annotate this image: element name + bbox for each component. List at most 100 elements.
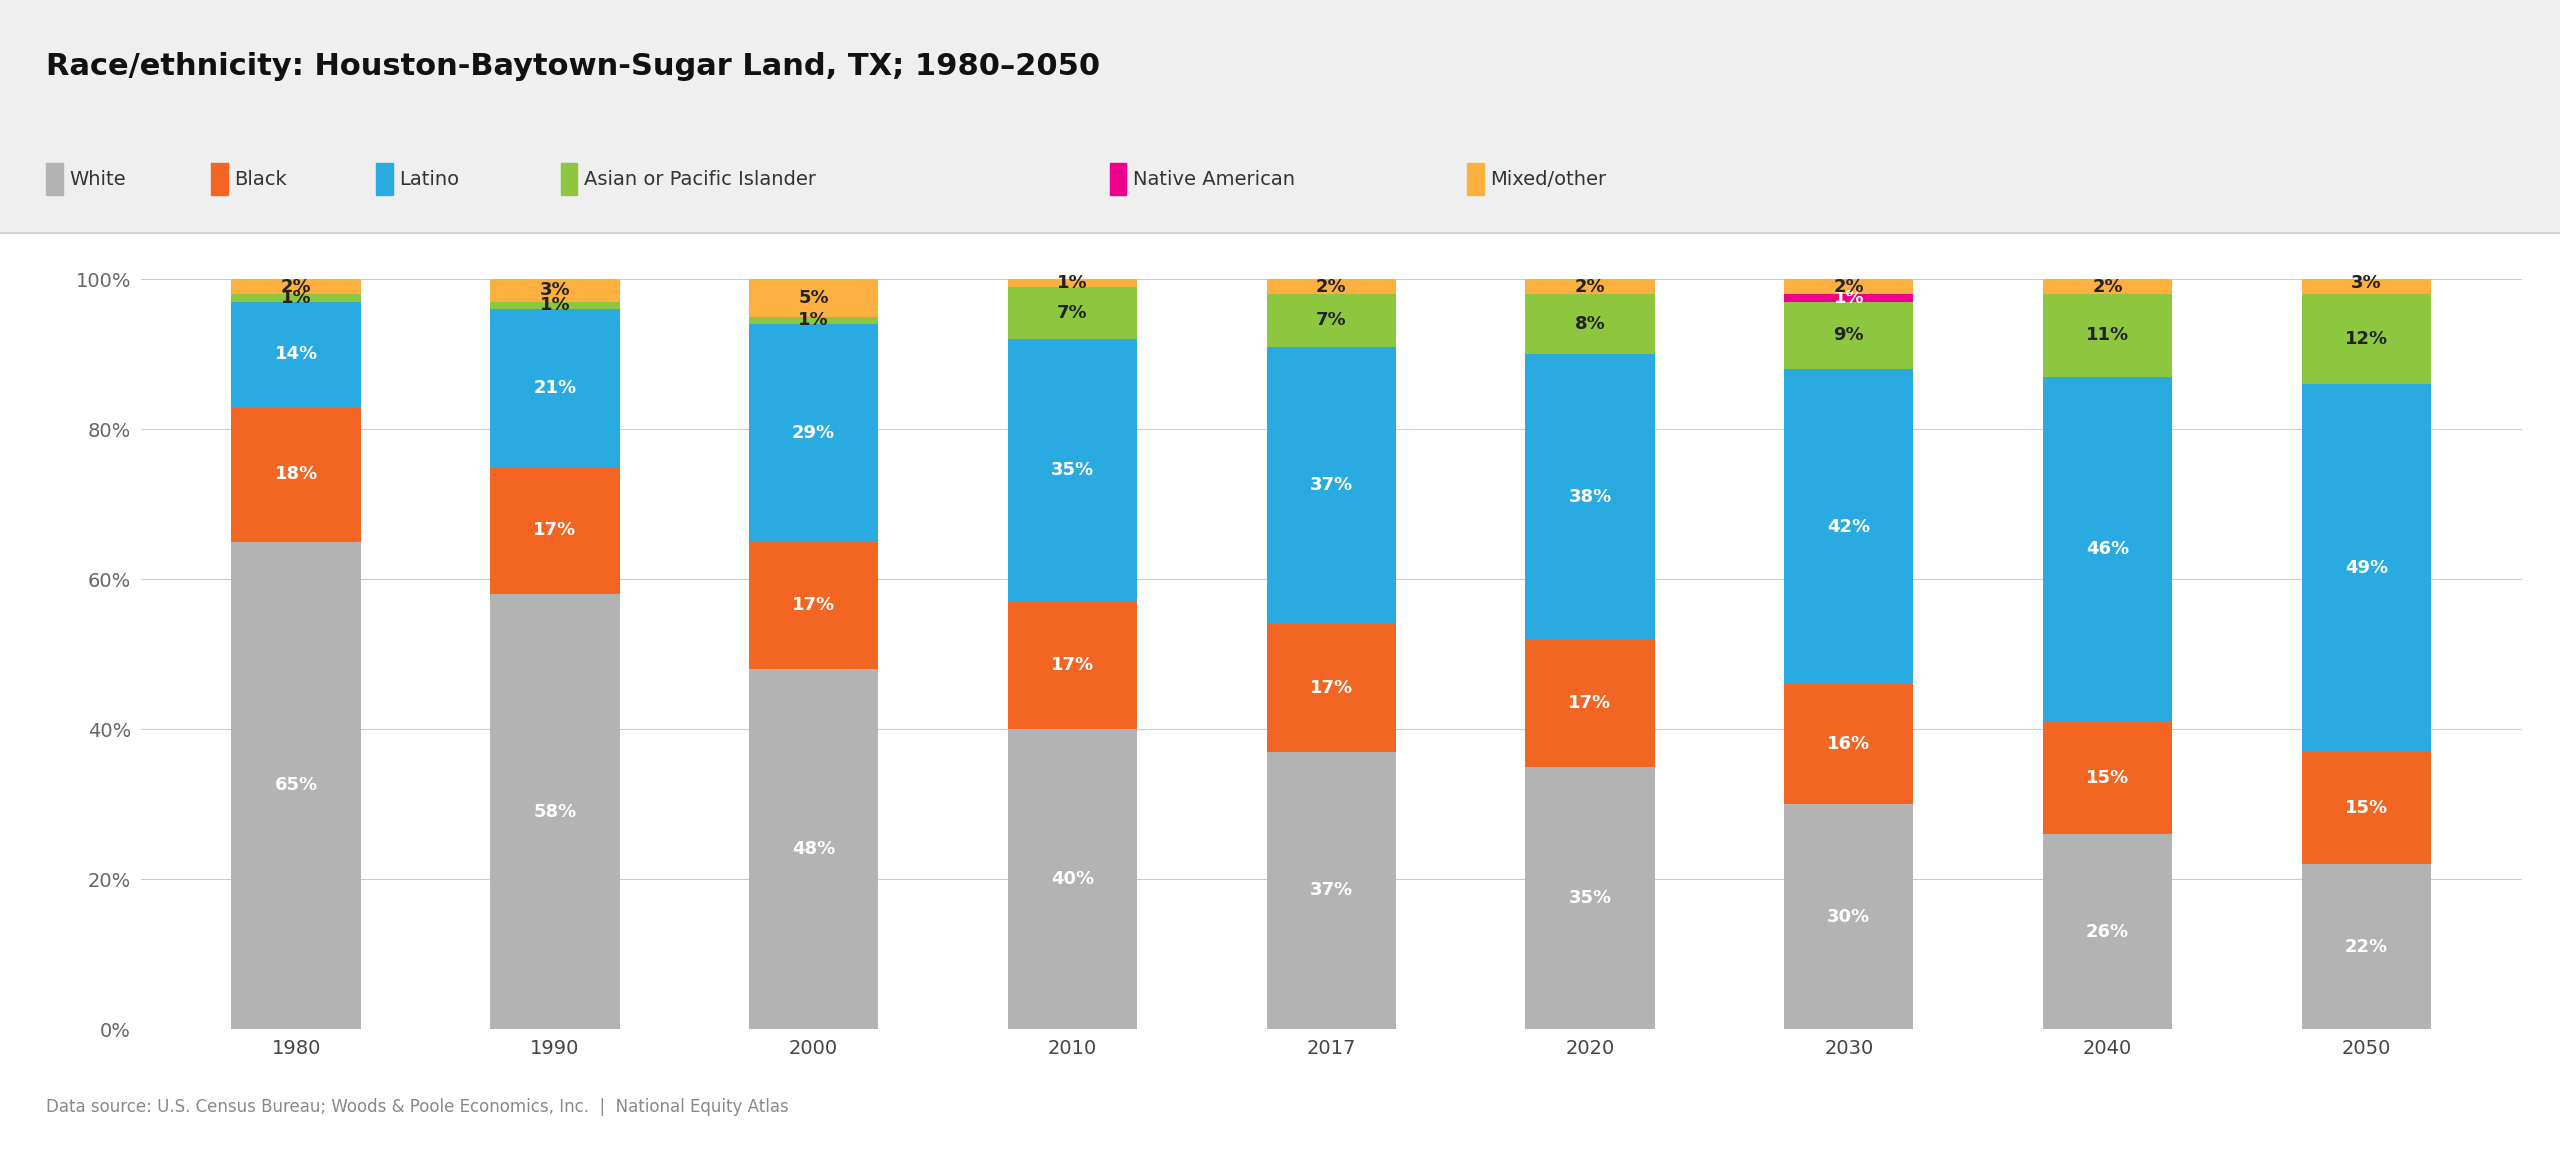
Text: 37%: 37% xyxy=(1311,882,1352,899)
Text: 17%: 17% xyxy=(1569,694,1613,712)
Text: 17%: 17% xyxy=(1311,679,1352,697)
Bar xyxy=(2301,384,2432,751)
Text: 2%: 2% xyxy=(1833,278,1864,295)
Bar xyxy=(1009,601,1137,729)
Bar xyxy=(1267,625,1395,751)
Bar xyxy=(1009,286,1137,340)
Bar xyxy=(1784,684,1912,805)
Text: 1%: 1% xyxy=(282,288,312,307)
Text: 12%: 12% xyxy=(2345,330,2388,348)
Text: Data source: U.S. Census Bureau; Woods & Poole Economics, Inc.  |  National Equi: Data source: U.S. Census Bureau; Woods &… xyxy=(46,1099,788,1116)
Bar xyxy=(230,294,361,301)
Bar xyxy=(489,301,620,309)
Text: 35%: 35% xyxy=(1050,462,1093,479)
Text: 1%: 1% xyxy=(1833,288,1864,307)
Bar xyxy=(1526,294,1654,354)
Text: 1%: 1% xyxy=(799,312,829,329)
Bar xyxy=(1784,301,1912,369)
Text: 48%: 48% xyxy=(791,840,835,858)
Text: 11%: 11% xyxy=(2086,327,2130,344)
Text: 38%: 38% xyxy=(1569,487,1613,506)
Text: 17%: 17% xyxy=(532,521,576,540)
Text: 21%: 21% xyxy=(532,379,576,397)
Bar xyxy=(2043,722,2173,834)
Text: 26%: 26% xyxy=(2086,922,2130,941)
Bar xyxy=(2043,279,2173,294)
Bar xyxy=(1009,279,1137,286)
Bar xyxy=(230,542,361,1029)
Bar xyxy=(489,309,620,466)
Text: 17%: 17% xyxy=(791,597,835,614)
Bar xyxy=(1526,354,1654,640)
Text: 3%: 3% xyxy=(540,281,571,299)
Bar xyxy=(2043,294,2173,377)
Bar xyxy=(1267,751,1395,1029)
Text: 9%: 9% xyxy=(1833,327,1864,344)
Bar xyxy=(2043,834,2173,1029)
Text: 15%: 15% xyxy=(2086,769,2130,787)
Text: 46%: 46% xyxy=(2086,540,2130,558)
Text: 17%: 17% xyxy=(1050,656,1093,675)
Bar xyxy=(489,279,620,301)
Text: 8%: 8% xyxy=(1574,315,1605,333)
Bar xyxy=(750,316,878,324)
Bar xyxy=(1009,729,1137,1029)
Bar xyxy=(489,466,620,594)
Bar xyxy=(1784,369,1912,684)
Bar xyxy=(1267,294,1395,347)
Text: 1%: 1% xyxy=(1057,273,1088,292)
Bar xyxy=(2043,377,2173,722)
Bar xyxy=(230,407,361,542)
Text: 7%: 7% xyxy=(1316,312,1347,329)
Bar xyxy=(230,279,361,294)
Text: White: White xyxy=(69,170,125,188)
Text: 65%: 65% xyxy=(274,777,317,794)
Text: 49%: 49% xyxy=(2345,559,2388,577)
Text: Race/ethnicity: Houston-Baytown-Sugar Land, TX; 1980–2050: Race/ethnicity: Houston-Baytown-Sugar La… xyxy=(46,52,1101,81)
Bar xyxy=(750,542,878,669)
Bar xyxy=(2301,272,2432,294)
Bar xyxy=(2301,294,2432,384)
Bar xyxy=(1009,340,1137,601)
Bar xyxy=(1784,279,1912,294)
Text: 42%: 42% xyxy=(1828,518,1871,536)
Text: 18%: 18% xyxy=(274,465,317,483)
Bar xyxy=(750,279,878,316)
Text: 2%: 2% xyxy=(2092,278,2122,295)
Bar xyxy=(2301,864,2432,1029)
Text: 16%: 16% xyxy=(1828,735,1871,754)
Text: 58%: 58% xyxy=(532,802,576,821)
Text: 30%: 30% xyxy=(1828,908,1871,926)
Bar xyxy=(489,594,620,1029)
Text: Native American: Native American xyxy=(1132,170,1295,188)
Bar xyxy=(1526,640,1654,766)
Text: 2%: 2% xyxy=(1316,278,1347,295)
Text: 22%: 22% xyxy=(2345,937,2388,956)
Text: Black: Black xyxy=(236,170,287,188)
Bar xyxy=(230,301,361,407)
Bar xyxy=(1267,347,1395,625)
Text: Mixed/other: Mixed/other xyxy=(1490,170,1605,188)
Text: 2%: 2% xyxy=(282,278,312,295)
Text: 35%: 35% xyxy=(1569,889,1613,907)
Text: 40%: 40% xyxy=(1050,870,1093,889)
Bar xyxy=(750,669,878,1029)
Text: 5%: 5% xyxy=(799,288,829,307)
Text: 7%: 7% xyxy=(1057,304,1088,322)
Text: 15%: 15% xyxy=(2345,799,2388,816)
Text: 2%: 2% xyxy=(1574,278,1605,295)
Text: 1%: 1% xyxy=(540,297,571,314)
Bar xyxy=(2301,751,2432,864)
Text: 29%: 29% xyxy=(791,423,835,442)
Bar xyxy=(1784,294,1912,301)
Bar xyxy=(750,324,878,542)
Text: 14%: 14% xyxy=(274,345,317,363)
Text: Latino: Latino xyxy=(399,170,458,188)
Text: 37%: 37% xyxy=(1311,477,1352,494)
Bar xyxy=(1784,805,1912,1029)
Text: 3%: 3% xyxy=(2350,273,2381,292)
Bar xyxy=(1526,279,1654,294)
Bar xyxy=(1267,279,1395,294)
Text: Asian or Pacific Islander: Asian or Pacific Islander xyxy=(584,170,817,188)
Bar xyxy=(1526,766,1654,1029)
